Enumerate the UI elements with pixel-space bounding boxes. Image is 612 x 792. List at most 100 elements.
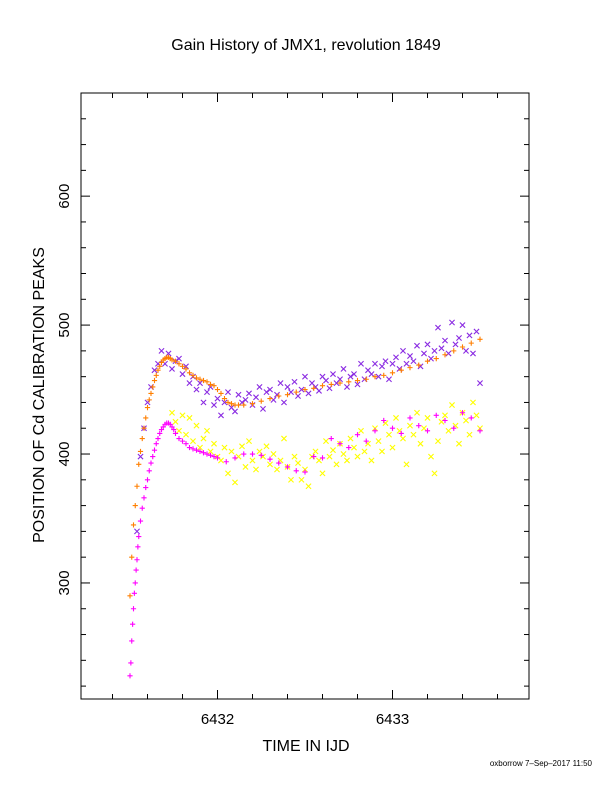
data-point (347, 435, 354, 442)
data-point (204, 389, 210, 396)
data-point (337, 376, 343, 383)
data-point (144, 477, 151, 483)
data-point (337, 441, 343, 447)
data-point (200, 435, 207, 442)
data-point (200, 399, 207, 406)
data-point (172, 358, 179, 364)
data-point (477, 428, 483, 434)
data-point (346, 379, 352, 385)
data-point (144, 405, 151, 411)
data-point (276, 460, 282, 466)
data-point (319, 383, 326, 389)
data-point (193, 386, 200, 393)
data-point (340, 451, 347, 458)
data-point (249, 451, 256, 457)
data-point (190, 372, 196, 378)
data-point (228, 401, 235, 407)
data-point (218, 457, 224, 464)
data-point (218, 412, 224, 419)
data-point (291, 378, 298, 385)
data-point (435, 324, 441, 331)
data-point (311, 385, 317, 391)
data-point (288, 389, 294, 396)
data-point (288, 476, 294, 483)
data-point (139, 505, 145, 511)
data-point (214, 395, 221, 402)
data-point (183, 431, 189, 438)
data-point (452, 341, 459, 348)
data-point (151, 447, 158, 453)
data-point (207, 381, 214, 387)
data-point (143, 484, 149, 491)
data-point (155, 435, 161, 442)
data-point (433, 356, 439, 362)
data-point (428, 453, 434, 460)
data-point (330, 371, 336, 378)
axis-ticks (81, 92, 529, 699)
data-point (218, 390, 224, 397)
data-point (197, 380, 203, 387)
data-point (253, 466, 259, 473)
data-point (235, 402, 242, 408)
data-point (169, 357, 175, 363)
footer-credit: oxborrow 7–Sep–2017 11:50 (489, 759, 592, 768)
data-point (136, 461, 142, 467)
data-point (228, 448, 235, 455)
data-point (141, 495, 147, 501)
data-point (183, 441, 189, 447)
data-point (375, 373, 382, 380)
data-point (435, 438, 441, 445)
data-point (445, 427, 452, 434)
data-point (344, 383, 350, 390)
data-point (368, 371, 375, 378)
data-point (381, 372, 387, 378)
data-point (459, 410, 466, 416)
data-point (293, 468, 299, 474)
data-point (305, 390, 312, 397)
data-point (183, 366, 189, 372)
data-point (284, 383, 291, 390)
data-point (442, 412, 448, 419)
data-point (463, 417, 469, 424)
y-tick-label: 300 (56, 570, 73, 595)
data-point (132, 580, 138, 586)
data-point (424, 341, 431, 348)
series-2 (169, 399, 483, 490)
data-point (200, 450, 207, 456)
data-point (363, 438, 369, 444)
data-point (456, 334, 462, 341)
data-point (372, 428, 378, 434)
data-point (328, 435, 334, 442)
data-point (153, 372, 159, 378)
data-point (130, 606, 137, 612)
data-point (354, 432, 361, 438)
data-point (136, 533, 142, 540)
data-point (204, 379, 210, 385)
data-point (295, 460, 301, 467)
plot-frame (80, 92, 530, 700)
data-point (211, 383, 217, 389)
data-point (133, 567, 139, 573)
data-point (242, 396, 249, 403)
data-point (403, 360, 410, 367)
data-point (281, 435, 287, 442)
data-point (431, 347, 438, 354)
data-point (211, 440, 217, 447)
data-point (146, 397, 152, 403)
data-point (276, 393, 282, 399)
data-point (449, 319, 455, 326)
data-point (470, 350, 476, 357)
data-point (249, 457, 256, 464)
data-point (424, 414, 431, 421)
y-tick-label: 400 (56, 442, 73, 467)
data-point (157, 363, 163, 369)
data-point (389, 360, 396, 367)
data-point (340, 365, 347, 372)
data-point (361, 448, 368, 455)
data-point (179, 438, 186, 444)
data-point (354, 453, 361, 460)
data-point (407, 422, 413, 429)
data-point (463, 347, 469, 354)
data-point (421, 425, 427, 432)
data-point (459, 322, 466, 329)
